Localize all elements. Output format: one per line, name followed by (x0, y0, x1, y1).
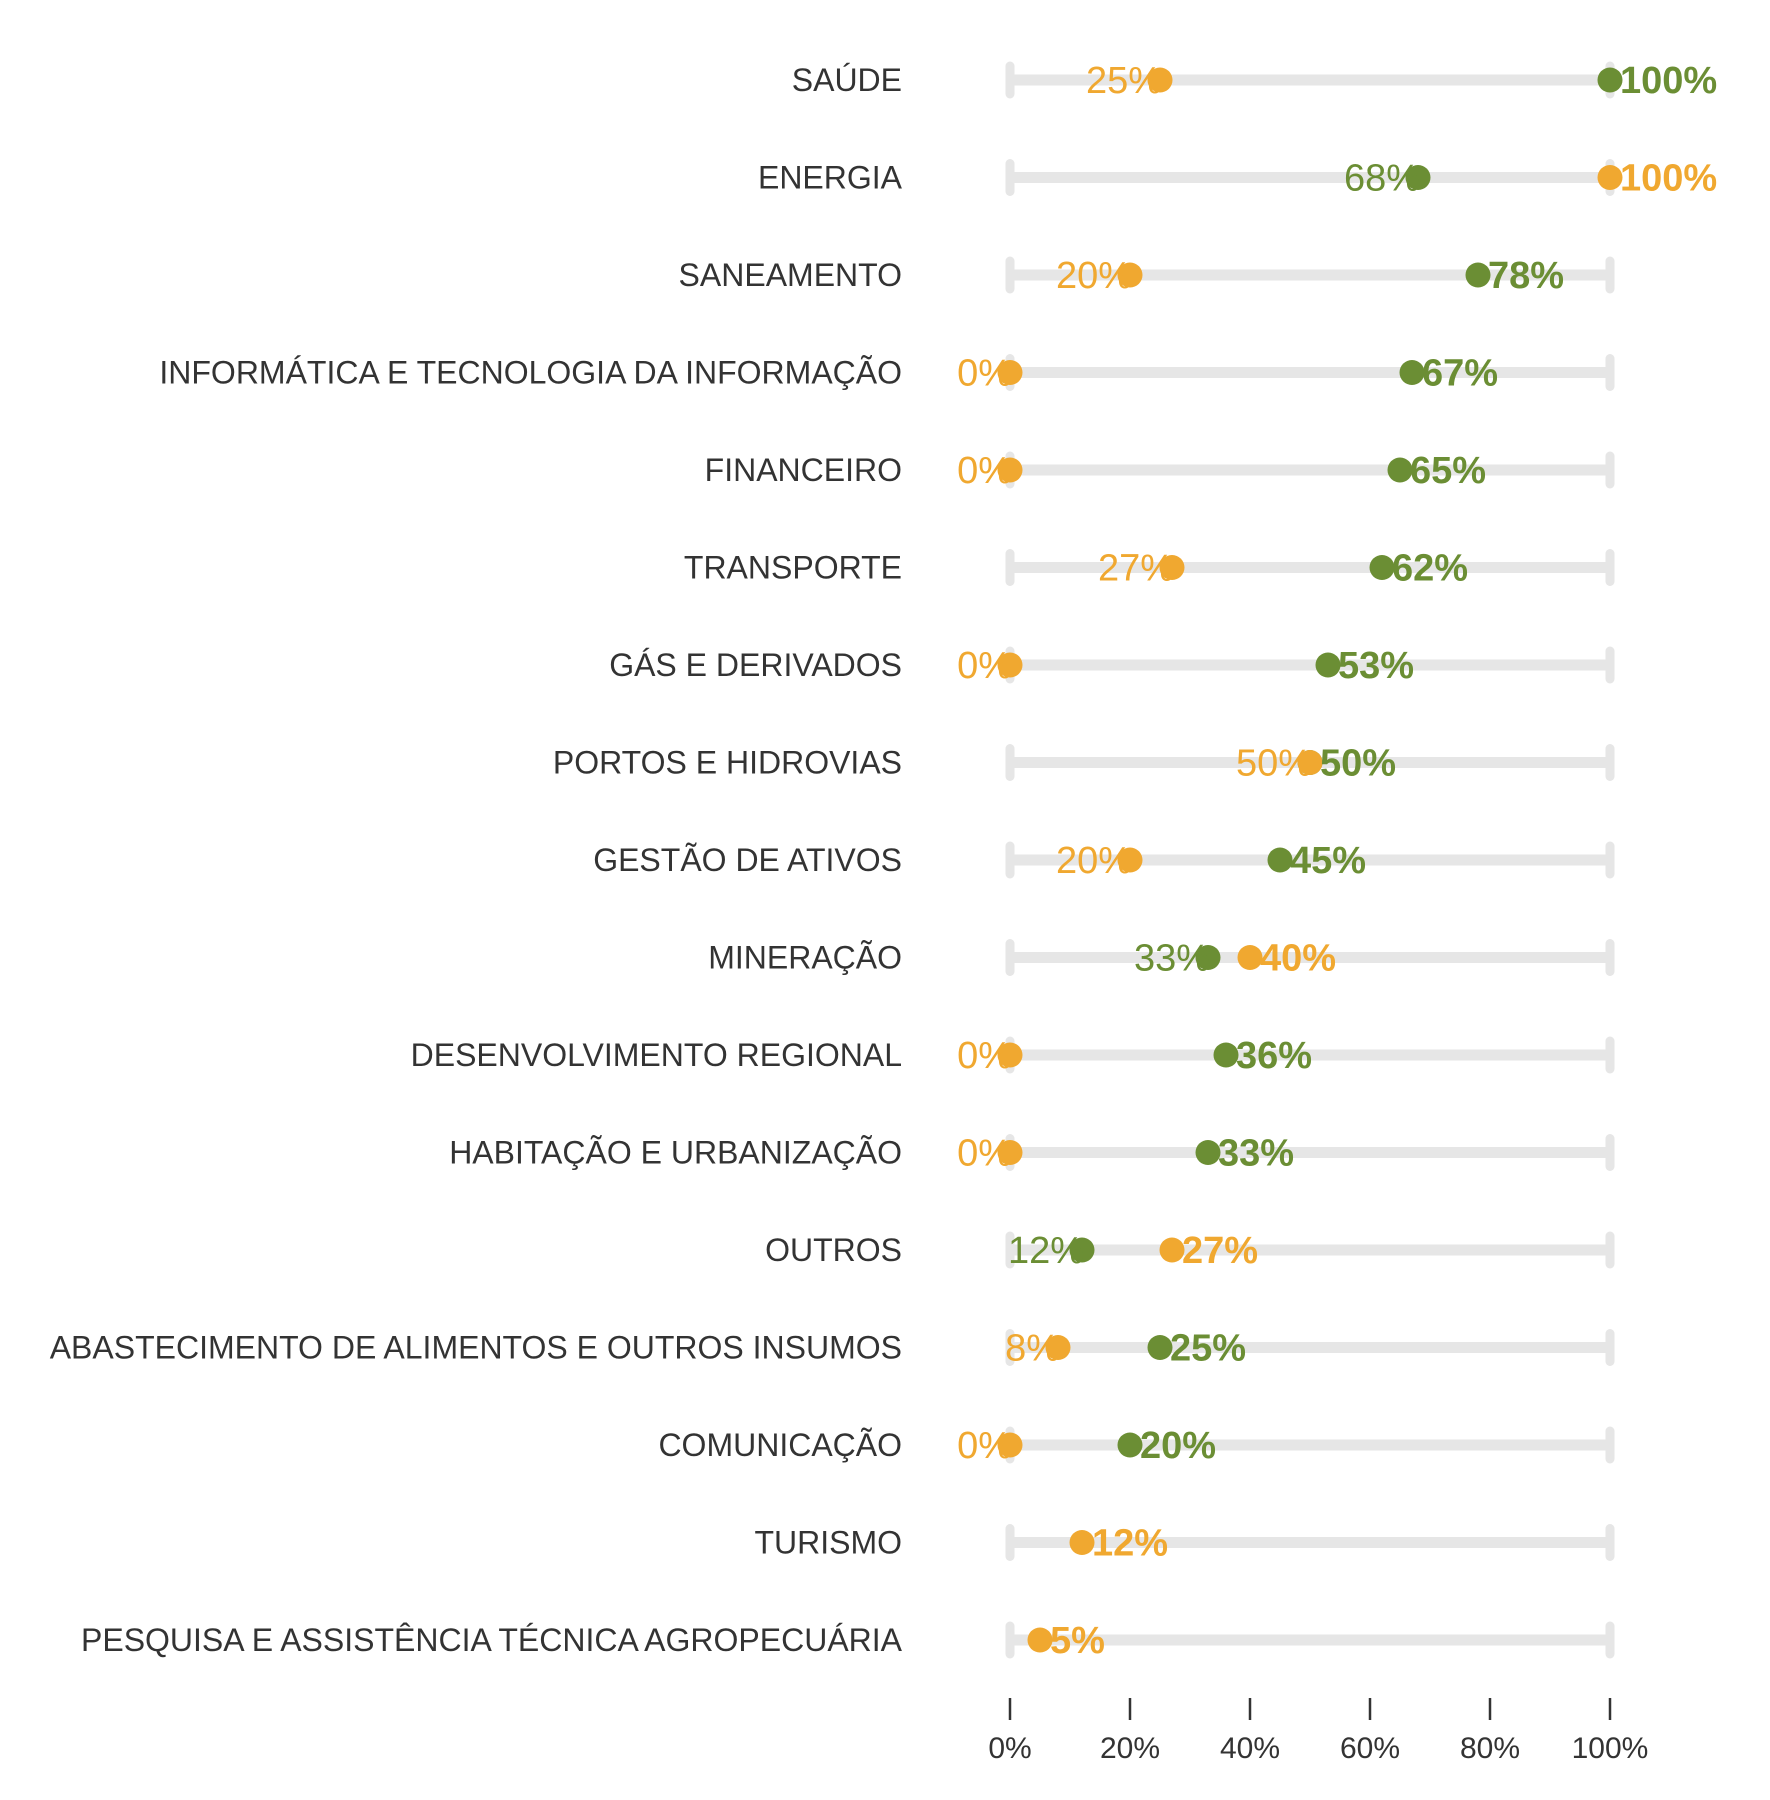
green-value-label: 62% (1392, 548, 1468, 590)
value-labels: 100% 25% 100% 68% 78% 20% 67% 0% 65% 0% 62% 27% 53% 0… (957, 60, 1717, 1662)
category-label: COMUNICAÇÃO (658, 1427, 902, 1463)
orange-value-label: 0% (957, 1035, 1012, 1077)
orange-point (1045, 1335, 1071, 1360)
green-point (1069, 1237, 1095, 1263)
category-labels: SAÚDE ENERGIA SANEAMENTO INFORMÁTICA E TECN… (50, 62, 903, 1658)
category-label: ABASTECIMENTO DE ALIMENTOS E OUTROS INSU… (50, 1330, 902, 1366)
orange-point (1027, 1627, 1053, 1653)
orange-point (997, 457, 1023, 483)
category-label: MINERAÇÃO (708, 940, 902, 976)
orange-value-label: 0% (957, 353, 1012, 395)
orange-value-label: 20% (1056, 255, 1132, 297)
x-tick-label: 40% (1220, 1732, 1280, 1765)
value-markers (997, 67, 1623, 1653)
category-label: INFORMÁTICA E TECNOLOGIA DA INFORMAÇÃO (159, 355, 902, 391)
orange-point (1237, 945, 1263, 970)
category-label: TURISMO (754, 1525, 902, 1561)
green-point (1195, 945, 1221, 970)
orange-point (997, 1042, 1023, 1068)
green-point (1315, 652, 1341, 678)
category-label: SANEAMENTO (679, 257, 902, 293)
x-tick-label: 80% (1460, 1732, 1520, 1765)
category-label: FINANCEIRO (705, 452, 902, 488)
orange-value-label: 12% (1092, 1523, 1168, 1565)
green-value-label: 78% (1488, 255, 1564, 297)
x-tick-label: 60% (1340, 1732, 1400, 1765)
orange-value-label: 0% (957, 645, 1012, 687)
category-label: PORTOS E HIDROVIAS (553, 745, 902, 781)
orange-value-label: 20% (1056, 840, 1132, 882)
orange-point (1117, 262, 1143, 288)
green-value-label: 33% (1218, 1133, 1294, 1175)
category-label: ENERGIA (758, 160, 903, 196)
green-point (1597, 67, 1623, 93)
orange-value-label: 25% (1086, 60, 1162, 102)
green-value-label: 68% (1344, 158, 1420, 200)
orange-point (1297, 750, 1323, 775)
category-label: SAÚDE (792, 62, 902, 98)
green-value-label: 20% (1140, 1425, 1216, 1467)
green-value-label: 50% (1320, 743, 1396, 785)
green-value-label: 100% (1620, 60, 1717, 102)
orange-point (997, 1140, 1023, 1165)
orange-point (997, 652, 1023, 678)
category-label: OUTROS (765, 1232, 902, 1268)
orange-point (997, 360, 1023, 385)
category-label: TRANSPORTE (684, 550, 902, 586)
category-label: GESTÃO DE ATIVOS (593, 842, 902, 878)
track-layer (1005, 61, 1615, 1659)
green-point (1267, 847, 1293, 873)
orange-value-label: 100% (1620, 158, 1717, 200)
green-point (1405, 165, 1431, 190)
orange-value-label: 27% (1098, 548, 1174, 590)
orange-value-label: 50% (1236, 743, 1312, 785)
category-label: HABITAÇÃO E URBANIZAÇÃO (449, 1135, 902, 1171)
category-label: DESENVOLVIMENTO REGIONAL (411, 1037, 902, 1073)
green-point (1195, 1140, 1221, 1165)
green-point (1369, 555, 1395, 580)
green-point (1147, 1335, 1173, 1360)
green-point (1213, 1042, 1239, 1068)
orange-point (1597, 165, 1623, 190)
orange-value-label: 8% (1005, 1328, 1060, 1370)
green-value-label: 67% (1422, 353, 1498, 395)
green-value-label: 36% (1236, 1035, 1312, 1077)
green-value-label: 12% (1008, 1230, 1084, 1272)
orange-point (1069, 1530, 1095, 1555)
green-point (1117, 1432, 1143, 1458)
green-point (1465, 262, 1491, 288)
category-label: PESQUISA E ASSISTÊNCIA TÉCNICA AGROPECUÁ… (81, 1622, 903, 1658)
category-label: GÁS E DERIVADOS (609, 647, 902, 683)
orange-point (1159, 1237, 1185, 1263)
orange-point (1117, 847, 1143, 873)
orange-value-label: 40% (1260, 938, 1336, 980)
x-axis: 0% 20% 40% 60% 80% 100% (988, 1698, 1648, 1765)
x-tick-label: 0% (988, 1732, 1031, 1765)
green-value-label: 25% (1170, 1328, 1246, 1370)
x-tick-label: 100% (1572, 1732, 1649, 1765)
orange-point (1159, 555, 1185, 580)
green-point (1399, 360, 1425, 385)
green-value-label: 45% (1290, 840, 1366, 882)
green-value-label: 33% (1134, 938, 1210, 980)
orange-value-label: 0% (957, 1133, 1012, 1175)
orange-point (1147, 67, 1173, 93)
green-value-label: 53% (1338, 645, 1414, 687)
orange-value-label: 27% (1182, 1230, 1258, 1272)
x-tick-label: 20% (1100, 1732, 1160, 1765)
orange-point (997, 1432, 1023, 1458)
orange-value-label: 0% (957, 450, 1012, 492)
green-value-label: 65% (1410, 450, 1486, 492)
orange-value-label: 5% (1050, 1620, 1105, 1662)
green-point (1387, 457, 1413, 483)
orange-value-label: 0% (957, 1425, 1012, 1467)
